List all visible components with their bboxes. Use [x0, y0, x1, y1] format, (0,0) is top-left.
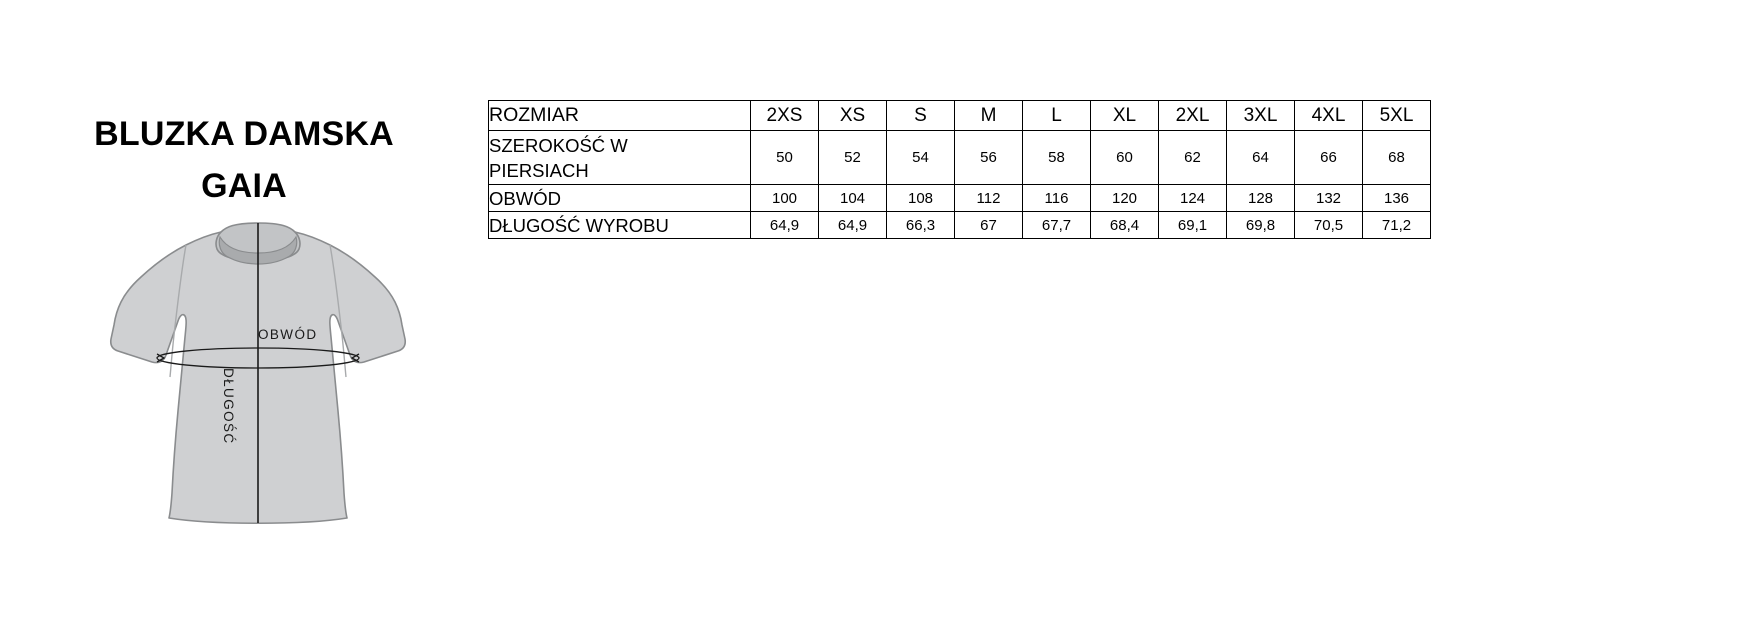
column-header-3xl: 3XL: [1226, 100, 1295, 131]
size-chart-table: ROZMIAR 2XS XS S M L XL 2XL 3XL 4XL 5XL …: [488, 100, 1431, 239]
tshirt-diagram: [108, 215, 408, 535]
cell-value: 50: [750, 130, 819, 185]
table-header-row: ROZMIAR 2XS XS S M L XL 2XL 3XL 4XL 5XL: [488, 100, 1431, 131]
column-header-s: S: [886, 100, 955, 131]
tshirt-icon: [109, 222, 407, 525]
row-label-dlugosc-wyrobu: DŁUGOŚĆ WYROBU: [488, 211, 751, 239]
cell-value: 70,5: [1294, 211, 1363, 239]
chest-measure-label: OBWÓD: [258, 327, 318, 342]
length-measure-label: DŁUGOŚĆ: [221, 368, 236, 445]
cell-value: 67,7: [1022, 211, 1091, 239]
cell-value: 68: [1362, 130, 1431, 185]
table-row: SZEROKOŚĆ W PIERSIACH 50 52 54 56 58 60 …: [488, 130, 1431, 185]
cell-value: 56: [954, 130, 1023, 185]
row-label-line-1: SZEROKOŚĆ W: [489, 134, 628, 156]
column-header-4xl: 4XL: [1294, 100, 1363, 131]
cell-value: 112: [954, 184, 1023, 212]
row-label-szerokosc-w-piersiach: SZEROKOŚĆ W PIERSIACH: [488, 130, 751, 185]
cell-value: 124: [1158, 184, 1227, 212]
column-header-xs: XS: [818, 100, 887, 131]
cell-value: 67: [954, 211, 1023, 239]
column-header-rozmiar: ROZMIAR: [488, 100, 751, 131]
column-header-l: L: [1022, 100, 1091, 131]
cell-value: 100: [750, 184, 819, 212]
cell-value: 62: [1158, 130, 1227, 185]
cell-value: 52: [818, 130, 887, 185]
cell-value: 108: [886, 184, 955, 212]
cell-value: 71,2: [1362, 211, 1431, 239]
row-label-line-2: PIERSIACH: [489, 159, 589, 181]
column-header-2xs: 2XS: [750, 100, 819, 131]
cell-value: 64,9: [818, 211, 887, 239]
cell-value: 116: [1022, 184, 1091, 212]
chest-circumference-ellipse: [156, 347, 360, 369]
cell-value: 66,3: [886, 211, 955, 239]
cell-value: 69,1: [1158, 211, 1227, 239]
cell-value: 64,9: [750, 211, 819, 239]
cell-value: 136: [1362, 184, 1431, 212]
cell-value: 132: [1294, 184, 1363, 212]
cell-value: 69,8: [1226, 211, 1295, 239]
column-header-xl: XL: [1090, 100, 1159, 131]
page-title: BLUZKA DAMSKA GAIA: [0, 108, 488, 212]
cell-value: 60: [1090, 130, 1159, 185]
product-title-line-2: GAIA: [201, 167, 287, 205]
cell-value: 54: [886, 130, 955, 185]
table-row: DŁUGOŚĆ WYROBU 64,9 64,9 66,3 67 67,7 68…: [488, 211, 1431, 239]
row-label-obwod: OBWÓD: [488, 184, 751, 212]
column-header-m: M: [954, 100, 1023, 131]
cell-value: 66: [1294, 130, 1363, 185]
column-header-5xl: 5XL: [1362, 100, 1431, 131]
column-header-2xl: 2XL: [1158, 100, 1227, 131]
cell-value: 104: [818, 184, 887, 212]
cell-value: 128: [1226, 184, 1295, 212]
cell-value: 64: [1226, 130, 1295, 185]
product-title-line-1: BLUZKA DAMSKA: [94, 115, 394, 153]
cell-value: 120: [1090, 184, 1159, 212]
product-info-panel: BLUZKA DAMSKA GAIA OBWÓD DŁUGOŚĆ: [0, 0, 488, 622]
cell-value: 68,4: [1090, 211, 1159, 239]
size-chart-container: ROZMIAR 2XS XS S M L XL 2XL 3XL 4XL 5XL …: [488, 100, 1431, 239]
cell-value: 58: [1022, 130, 1091, 185]
table-row: OBWÓD 100 104 108 112 116 120 124 128 13…: [488, 184, 1431, 212]
